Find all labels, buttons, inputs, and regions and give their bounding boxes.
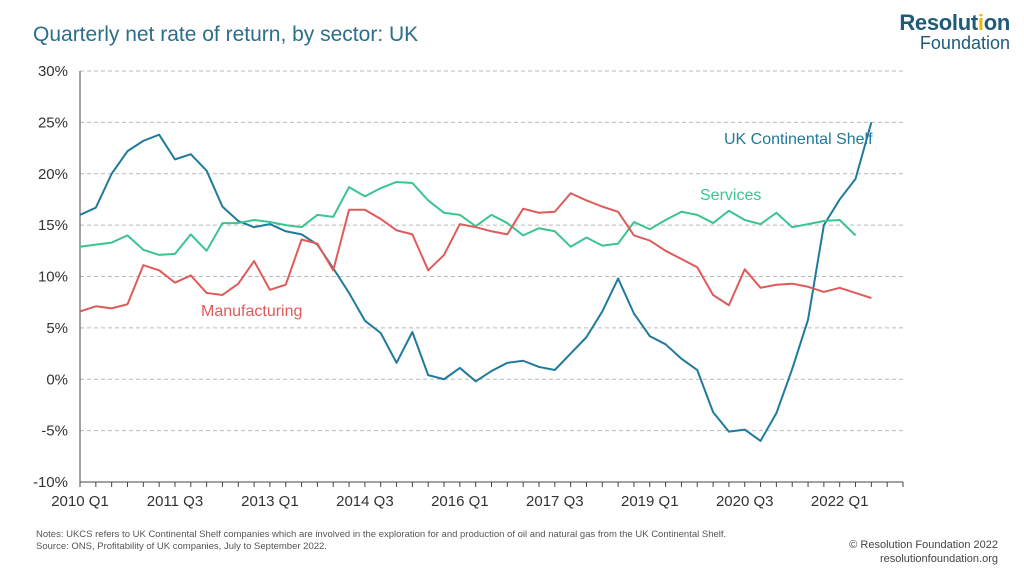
x-tick-label: 2010 Q1 — [51, 493, 109, 510]
y-tick-label: -10% — [33, 474, 68, 491]
y-tick-label: 20% — [38, 166, 68, 183]
chart-title: Quarterly net rate of return, by sector:… — [33, 23, 419, 46]
y-tick-label: 25% — [38, 114, 68, 131]
x-tick-label: 2022 Q1 — [811, 493, 869, 510]
x-tick-label: 2020 Q3 — [716, 493, 774, 510]
x-tick-label: 2014 Q3 — [336, 493, 394, 510]
ukcs-line — [79, 122, 873, 442]
credit: © Resolution Foundation 2022 resolutionf… — [849, 538, 998, 566]
resolution-foundation-logo: Resolution Foundation — [899, 10, 1011, 53]
series-layer — [79, 122, 873, 442]
services-line — [79, 180, 857, 256]
y-tick-label: 0% — [46, 371, 68, 388]
logo-text-a: Resolut — [899, 10, 978, 35]
logo-text-b: on — [983, 10, 1011, 35]
y-tick-label: -5% — [41, 423, 68, 440]
axis-layer: -10% -5% 0% 5% 10% 15% 20% 25% 30% 2010 Q1 2011 Q3… — [33, 63, 904, 510]
credit-line-1: © Resolution Foundation 2022 — [849, 539, 998, 551]
chart-notes: Notes: UKCS refers to UK Continental She… — [36, 529, 726, 553]
x-tick-label: 2019 Q1 — [621, 493, 679, 510]
y-tick-label: 10% — [38, 269, 68, 286]
logo-text-i: i — [977, 10, 984, 35]
notes-line-2: Source: ONS, Profitability of UK compani… — [36, 541, 327, 552]
y-tick-label: 15% — [38, 217, 68, 234]
grid-layer — [80, 70, 903, 432]
notes-line-1: Notes: UKCS refers to UK Continental She… — [36, 529, 727, 540]
ukcs-series-label: UK Continental Shelf — [724, 131, 873, 148]
credit-line-2: resolutionfoundation.org — [879, 553, 998, 565]
x-tick-label: 2011 Q3 — [147, 493, 203, 510]
label-layer: UK Continental Shelf Services Manufacturin… — [201, 131, 873, 320]
manufacturing-series-label: Manufacturing — [201, 303, 302, 320]
x-tick-label: 2017 Q3 — [526, 493, 584, 510]
y-tick-label: 30% — [38, 63, 68, 80]
y-tick-label: 5% — [46, 320, 68, 337]
manufacturing-line — [79, 192, 872, 313]
logo-text-foundation: Foundation — [919, 33, 1010, 53]
x-tick-label: 2013 Q1 — [241, 493, 299, 510]
services-series-label: Services — [700, 187, 761, 204]
x-tick-label: 2016 Q1 — [431, 493, 489, 510]
